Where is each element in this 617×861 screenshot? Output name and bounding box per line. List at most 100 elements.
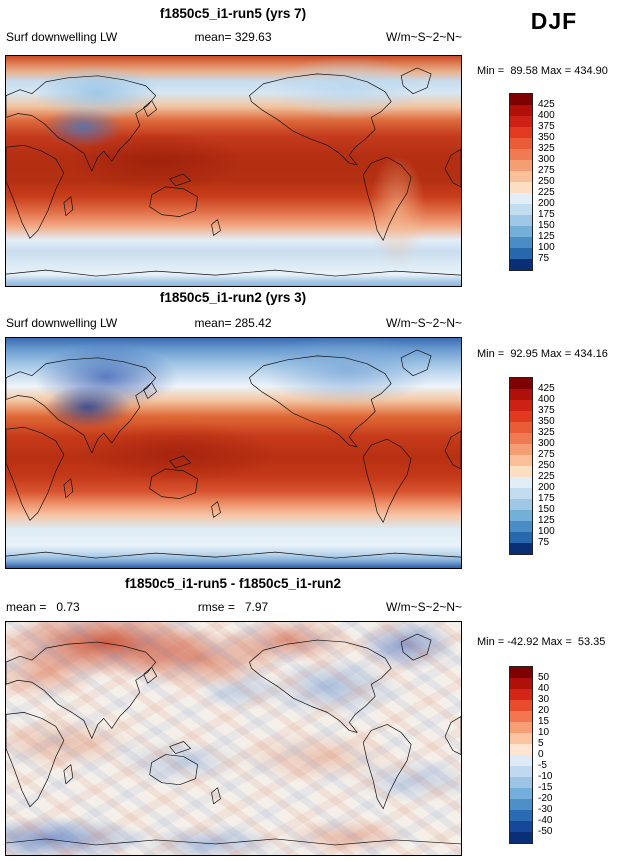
colorbar-box — [510, 422, 532, 433]
colorbar-boxes — [509, 666, 533, 844]
colorbar-box — [510, 259, 532, 270]
colorbar-tick-label: 5 — [538, 738, 544, 749]
colorbar-tick-label: 350 — [538, 416, 555, 427]
colorbar-tick-label: 225 — [538, 471, 555, 482]
season-label: DJF — [530, 8, 578, 34]
colorbar-tick-label: 50 — [538, 672, 550, 683]
colorbar-tick-label: 175 — [538, 209, 555, 220]
colorbar-tick-label: 300 — [538, 438, 555, 449]
colorbar-box — [510, 400, 532, 411]
colorbar-tick-label: 400 — [538, 110, 555, 121]
colorbar-tick-label: 15 — [538, 716, 550, 727]
colorbar-box — [510, 777, 532, 788]
colorbar-tick-label: -5 — [538, 760, 547, 771]
panel1-minmax-label: Min = 89.58 Max = 434.90 — [477, 65, 608, 77]
colorbar-box — [510, 678, 532, 689]
colorbar-tick-label: 100 — [538, 526, 555, 537]
colorbar-box — [510, 160, 532, 171]
colorbar-box — [510, 411, 532, 422]
colorbar-box — [510, 733, 532, 744]
colorbar-box — [510, 215, 532, 226]
colorbar-box — [510, 237, 532, 248]
colorbar-tick-label: -40 — [538, 815, 553, 826]
colorbar-tick-label: 125 — [538, 515, 555, 526]
colorbar-tick-label: 75 — [538, 537, 550, 548]
colorbar-tick-label: 200 — [538, 482, 555, 493]
colorbar-box — [510, 105, 532, 116]
colorbar-box — [510, 700, 532, 711]
coastline-overlay — [6, 67, 461, 277]
colorbar-box — [510, 821, 532, 832]
colorbar-tick-label: 150 — [538, 220, 555, 231]
colorbar-box — [510, 466, 532, 477]
panel1-variable-label: Surf downwelling LW — [6, 30, 118, 44]
colorbar-tick-label: 325 — [538, 143, 555, 154]
panel1-title: f1850c5_i1-run5 (yrs 7) — [159, 6, 307, 21]
colorbar-box — [510, 171, 532, 182]
colorbar-box — [510, 667, 532, 678]
colorbar-box — [510, 799, 532, 810]
panel2-title: f1850c5_i1-run2 (yrs 3) — [159, 290, 307, 305]
colorbar-box — [510, 378, 532, 389]
colorbar-tick-label: 250 — [538, 460, 555, 471]
colorbar-tick-label: 20 — [538, 705, 550, 716]
colorbar-box — [510, 433, 532, 444]
colorbar-tick-label: 425 — [538, 99, 555, 110]
colorbar-box — [510, 788, 532, 799]
panel2-variable-label: Surf downwelling LW — [6, 316, 118, 330]
panel2-mean-label: mean= 285.42 — [194, 316, 272, 330]
colorbar-tick-label: 375 — [538, 121, 555, 132]
colorbar-box — [510, 755, 532, 766]
colorbar-tick-label: 125 — [538, 231, 555, 242]
colorbar-tick-label: 375 — [538, 405, 555, 416]
colorbar-tick-label: 325 — [538, 427, 555, 438]
colorbar-tick-label: -50 — [538, 826, 553, 837]
colorbar-box — [510, 127, 532, 138]
colorbar-box — [510, 832, 532, 843]
colorbar-tick-label: -30 — [538, 804, 553, 815]
colorbar-box — [510, 543, 532, 554]
colorbar-tick-label: 175 — [538, 493, 555, 504]
colorbar-tick-label: 275 — [538, 165, 555, 176]
colorbar-box — [510, 810, 532, 821]
colorbar-tick-label: 225 — [538, 187, 555, 198]
colorbar-tick-label: -20 — [538, 793, 553, 804]
colorbar-tick-label: 200 — [538, 198, 555, 209]
colorbar-box — [510, 689, 532, 700]
colorbar-tick-label: -15 — [538, 782, 553, 793]
colorbar-tick-label: 425 — [538, 383, 555, 394]
panel1-mean-label: mean= 329.63 — [194, 30, 272, 44]
colorbar-box — [510, 722, 532, 733]
colorbar-box — [510, 116, 532, 127]
colorbar-box — [510, 455, 532, 466]
colorbar-box — [510, 226, 532, 237]
colorbar-tick-label: 150 — [538, 504, 555, 515]
colorbar-box — [510, 193, 532, 204]
colorbar-tick-label: 400 — [538, 394, 555, 405]
colorbar-box — [510, 510, 532, 521]
map-difference — [5, 621, 462, 856]
panel3-minmax-label: Min = -42.92 Max = 53.35 — [477, 636, 606, 648]
colorbar-boxes — [509, 377, 533, 555]
panel3-rmse-label: rmse = 7.97 — [197, 600, 269, 614]
colorbar-box — [510, 444, 532, 455]
colorbar-box — [510, 149, 532, 160]
colorbar-box — [510, 766, 532, 777]
colorbar-tick-label: 0 — [538, 749, 544, 760]
colorbar-box — [510, 477, 532, 488]
colorbar-tick-label: 100 — [538, 242, 555, 253]
colorbar-box — [510, 389, 532, 400]
colorbar-box — [510, 711, 532, 722]
colorbar-box — [510, 138, 532, 149]
coastline-overlay — [6, 633, 461, 846]
colorbar-tick-label: -10 — [538, 771, 553, 782]
colorbar-tick-label: 275 — [538, 449, 555, 460]
panel2-units-label: W/m~S~2~N~ — [385, 316, 462, 330]
panel2-minmax-label: Min = 92.95 Max = 434.16 — [477, 348, 608, 360]
colorbar-tick-label: 300 — [538, 154, 555, 165]
colorbar-run2: 425 400 375 350 325 300 275 250 225 200 175 150 125 1… — [509, 377, 581, 557]
colorbar-box — [510, 182, 532, 193]
colorbar-tick-label: 350 — [538, 132, 555, 143]
colorbar-box — [510, 744, 532, 755]
